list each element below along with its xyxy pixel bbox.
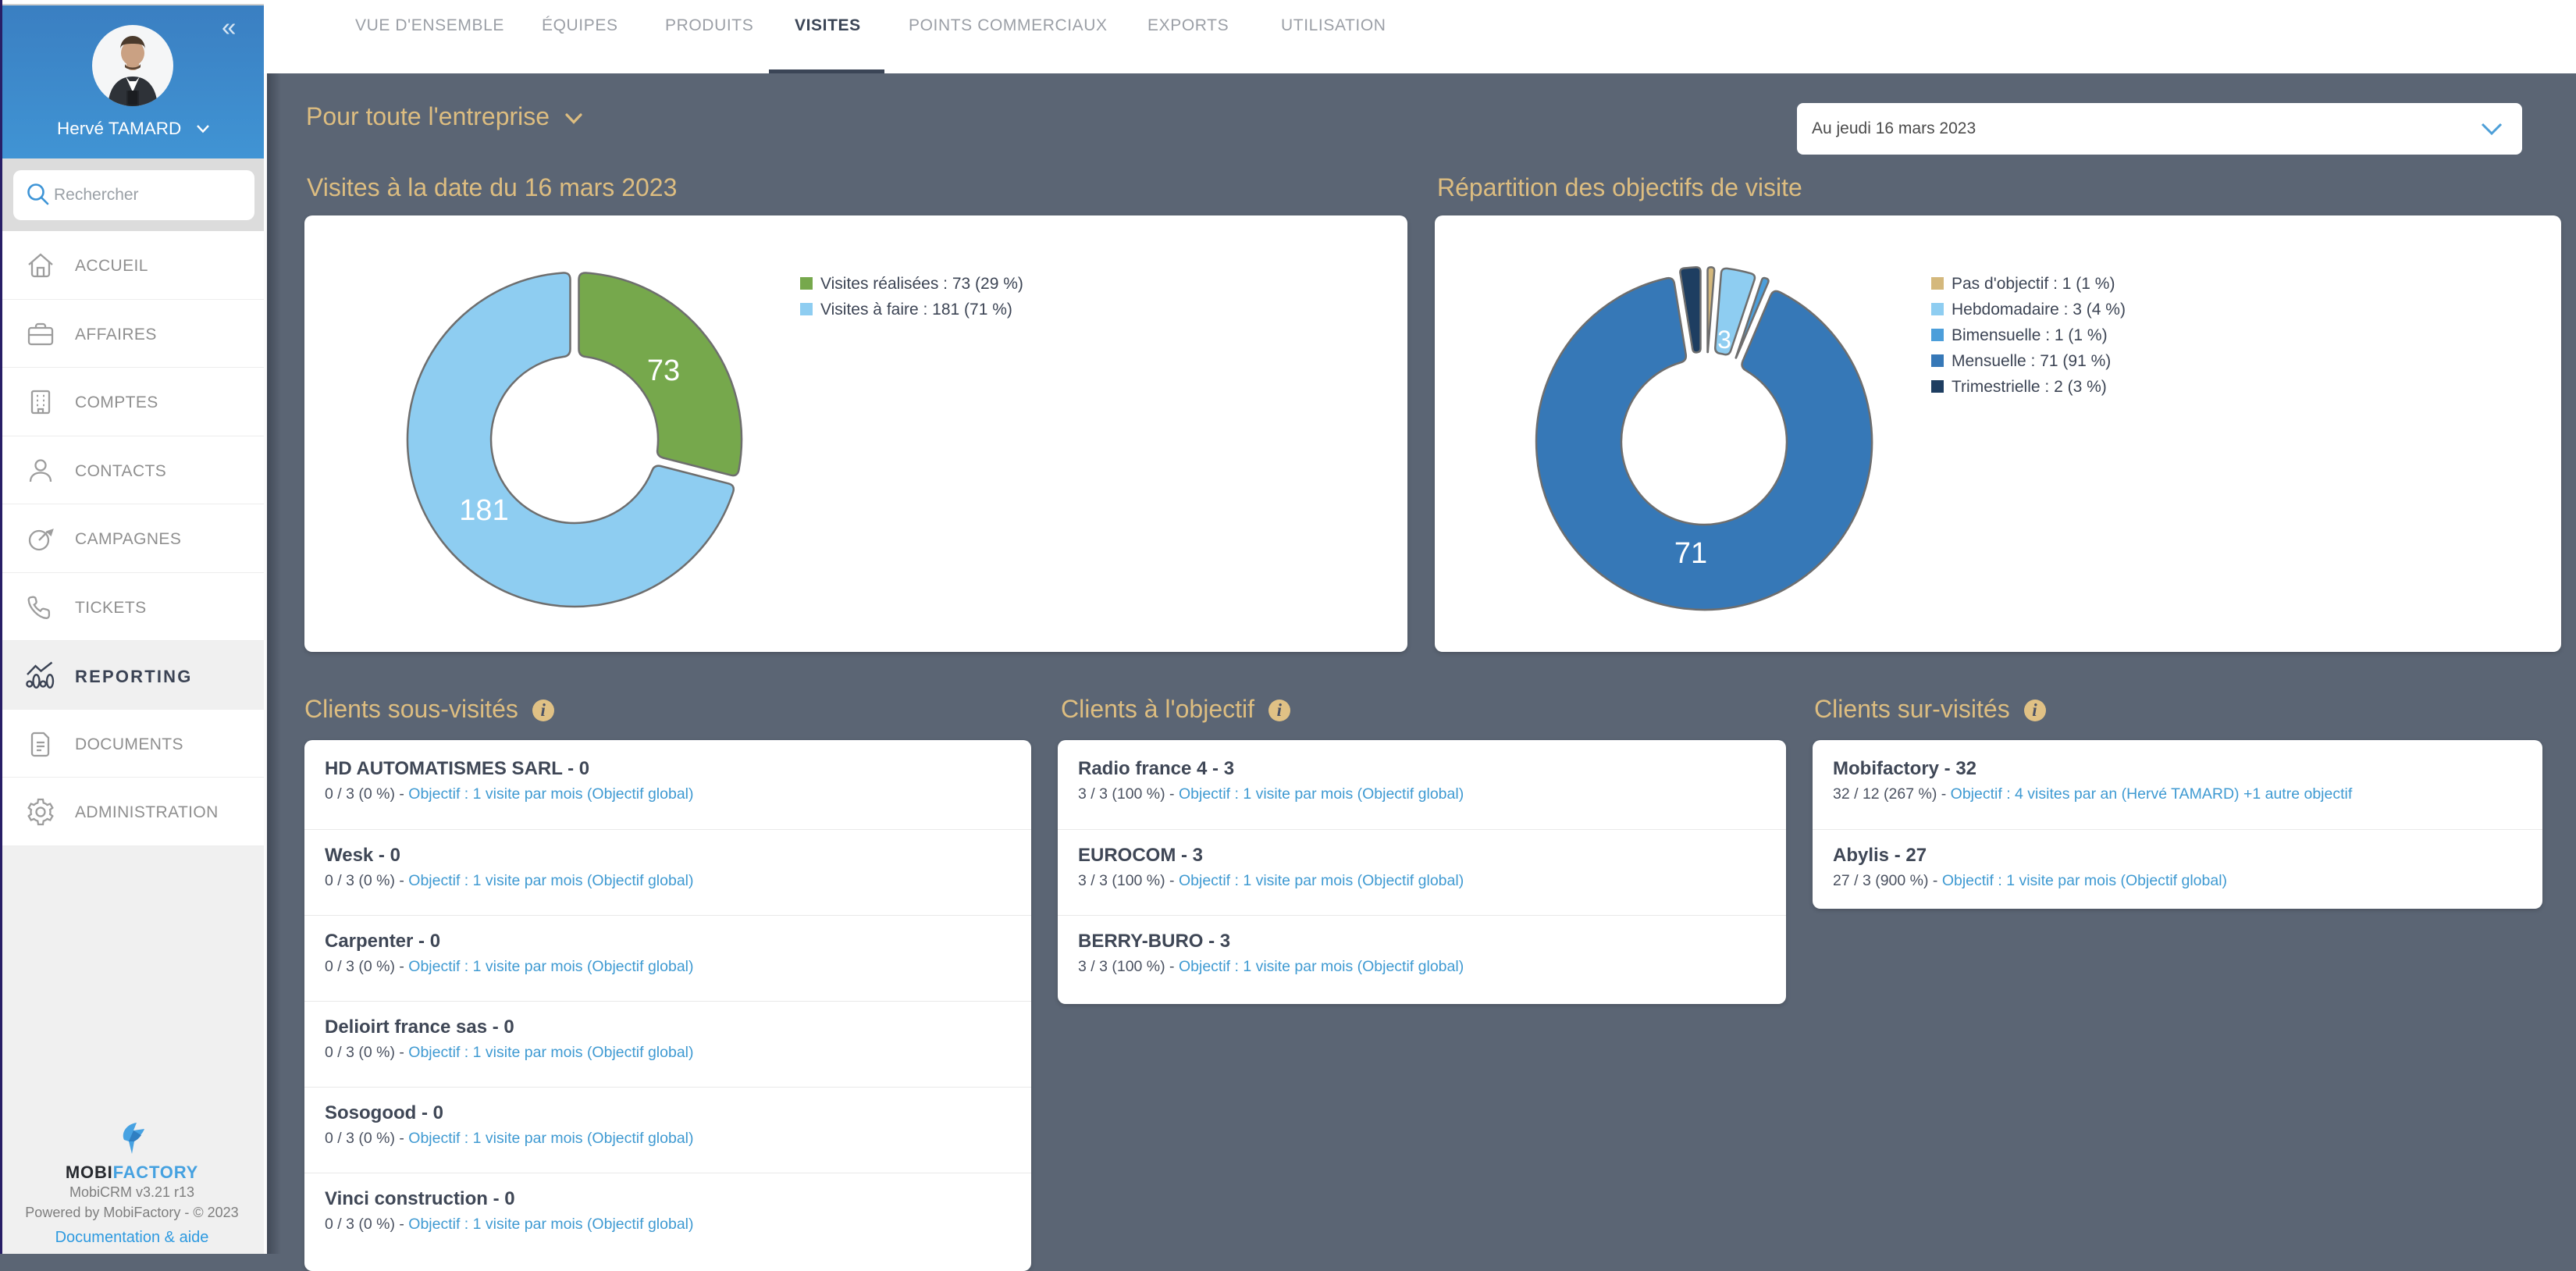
- svg-text:181: 181: [459, 494, 508, 527]
- svg-text:3: 3: [1717, 326, 1731, 354]
- svg-text:71: 71: [1674, 537, 1707, 570]
- svg-text:73: 73: [647, 354, 680, 387]
